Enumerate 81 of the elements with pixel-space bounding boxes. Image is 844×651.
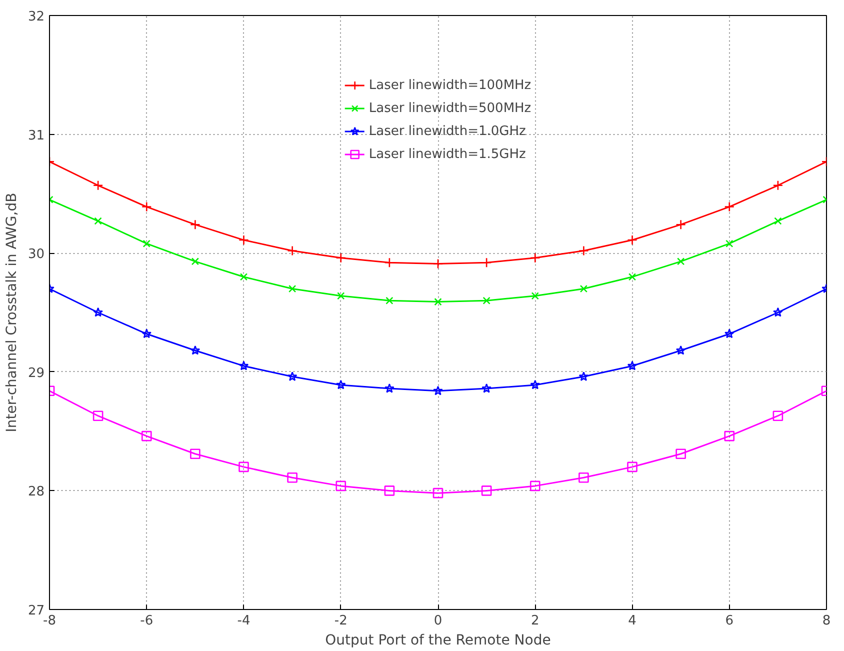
y-axis-title: Inter-channel Crosstalk in AWG,dB [4,192,20,432]
point [481,257,492,268]
point [336,252,346,263]
point [386,296,394,304]
x-tick-label: -2 [334,614,348,628]
point [92,410,104,422]
point [531,292,539,300]
point [773,307,783,317]
point [482,296,490,304]
point [384,486,395,496]
point [191,258,200,266]
point [190,448,200,460]
x-tick-label: 0 [434,614,442,628]
point [724,202,735,212]
legend-label: Laser linewidth=1.0GHz [368,124,526,138]
point [726,240,734,248]
point [92,180,104,191]
point [141,202,152,212]
point [530,480,540,492]
x-axis-title: Output Port of the Remote Node [325,632,551,648]
point [628,273,636,281]
point [337,292,345,300]
point [238,462,249,472]
x-tick-label: 6 [725,614,734,628]
x-tick-label: 2 [530,614,540,628]
legend-label: Laser linewidth=100MHz [368,78,532,92]
point [238,234,249,246]
point [724,430,735,442]
point [772,180,784,191]
point [434,298,442,306]
point [336,380,346,390]
point [190,219,200,230]
legend-label: Laser linewidth=500MHz [368,100,532,116]
point [93,307,103,317]
point [578,472,589,483]
point [580,284,588,293]
point [287,246,298,256]
point [384,257,395,268]
y-tick-label: 29 [28,366,45,381]
point [190,345,200,355]
x-tick-label: -6 [140,614,154,628]
point [288,284,296,293]
y-tick-label: 30 [28,247,45,262]
point [482,383,492,393]
point [142,328,152,338]
point [627,462,638,472]
y-tick-label: 27 [28,604,45,618]
point [287,472,298,483]
y-tick-label: 28 [28,484,45,500]
point [676,448,686,460]
point [627,360,638,370]
point [676,345,686,355]
point [336,480,346,492]
point [287,372,298,381]
point [530,380,540,390]
point [676,258,685,266]
x-tick-label: 4 [628,614,636,628]
x-tick-label: -8 [43,614,56,628]
point [627,234,638,246]
point [676,219,686,230]
point [141,430,152,442]
point [240,273,248,281]
point [432,258,444,269]
point [578,372,589,381]
y-tick-label: 31 [28,128,45,144]
point [578,246,589,256]
y-tick-label: 32 [28,10,45,24]
point [384,383,394,393]
point [238,360,249,370]
point [774,217,782,225]
legend-label: Laser linewidth=1.5GHz [368,146,526,162]
x-tick-label: -4 [237,614,250,628]
point [94,217,102,225]
point [142,240,150,248]
point [724,328,734,338]
x-tick-label: 8 [822,614,831,628]
point [481,486,492,496]
point [433,386,443,396]
point [432,488,444,498]
point [530,252,540,263]
point [772,410,784,422]
